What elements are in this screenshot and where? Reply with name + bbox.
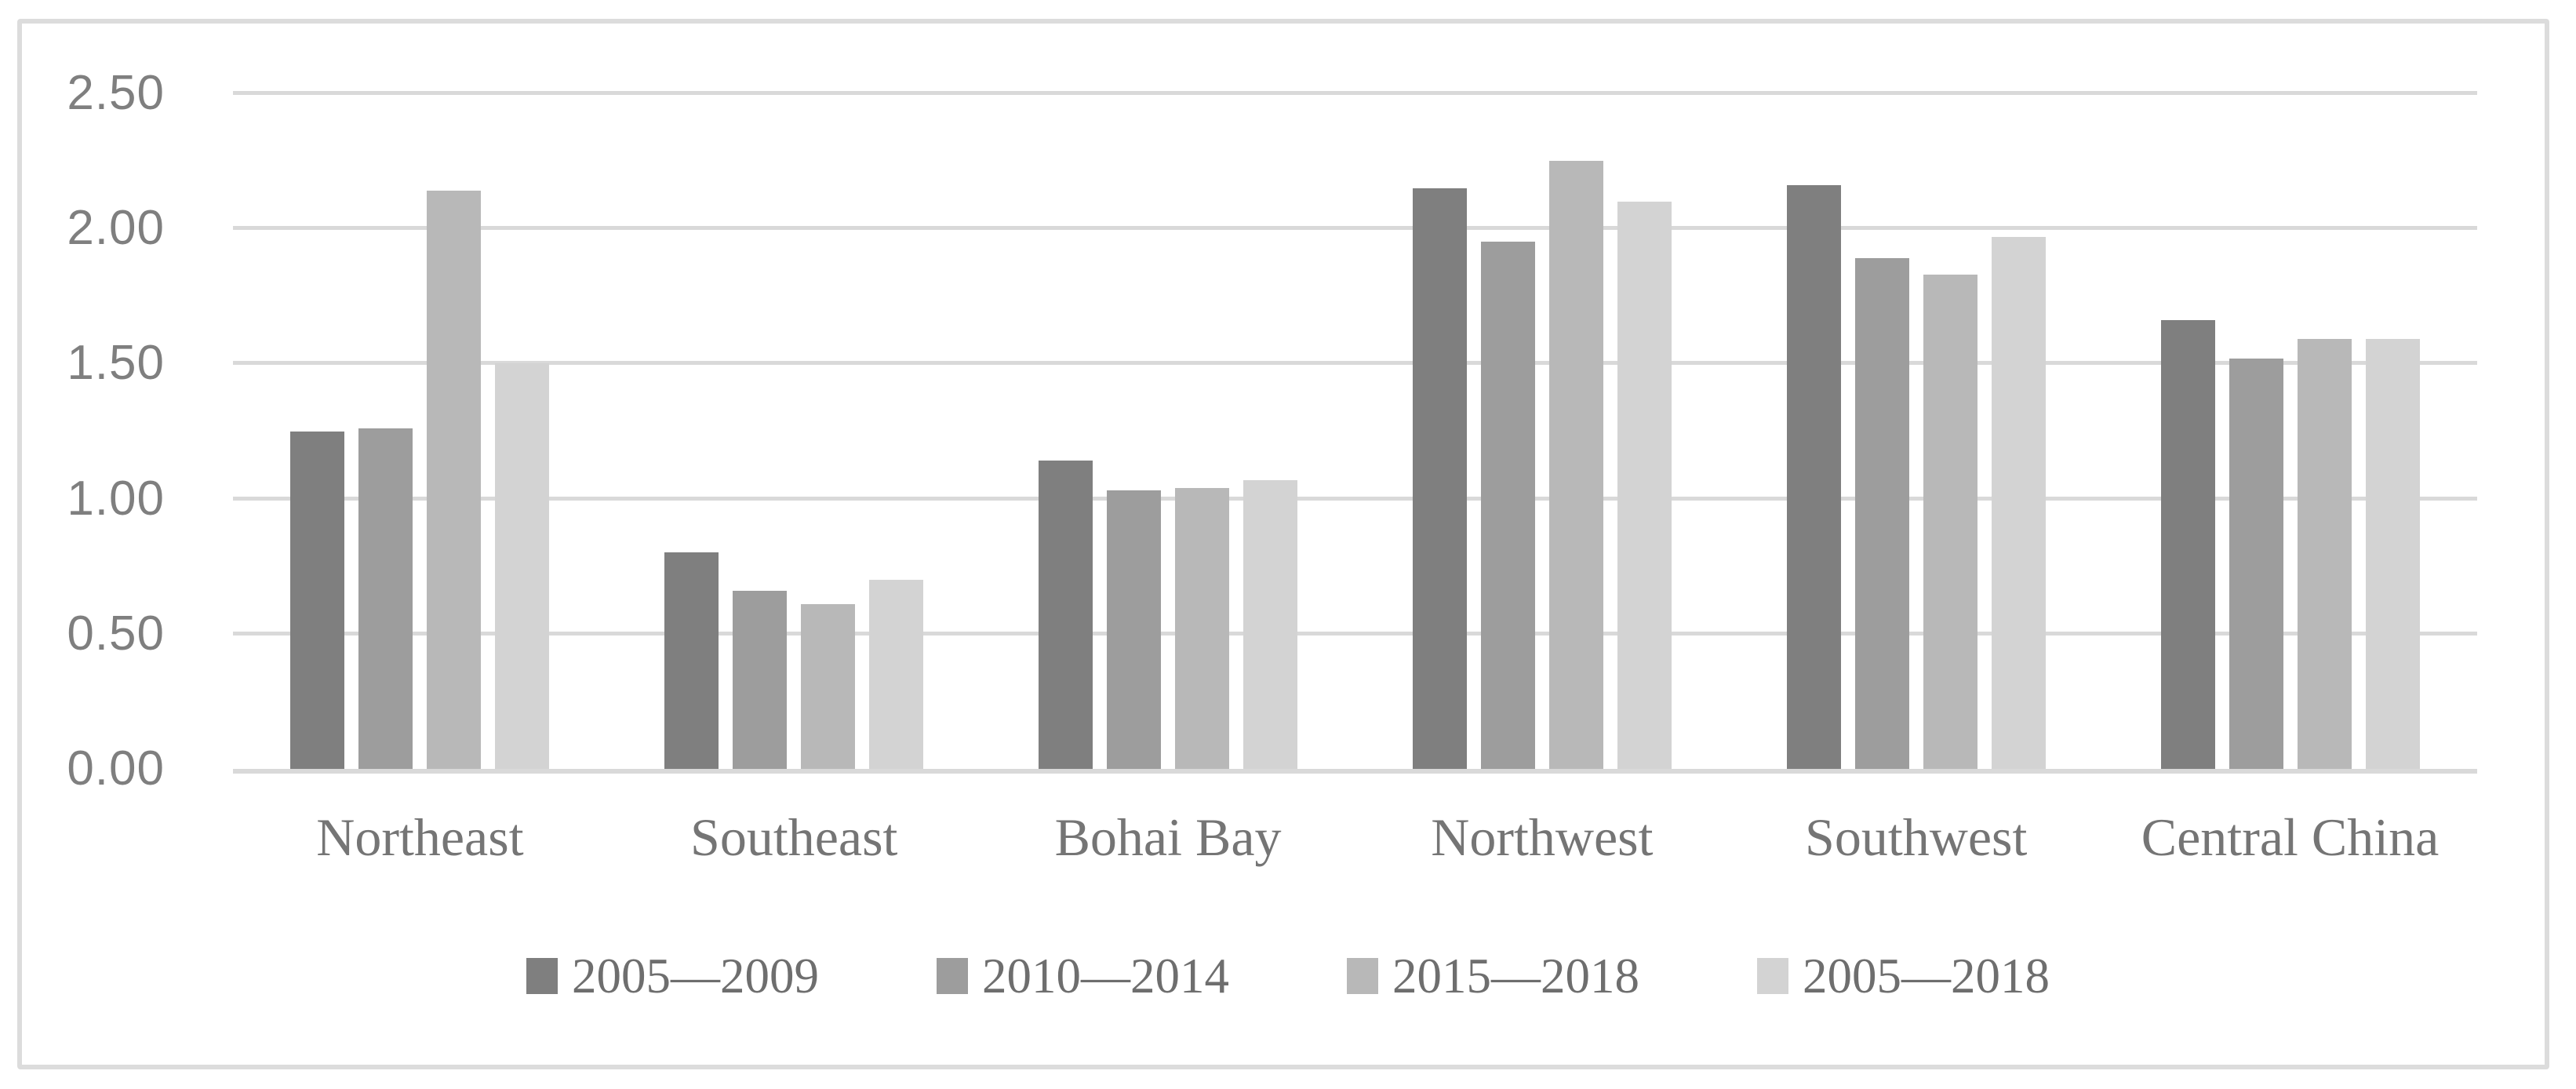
legend-item: 2015—2018: [1347, 948, 1639, 1005]
bar: [801, 603, 856, 769]
legend-swatch: [1347, 958, 1378, 994]
bar-group: [607, 93, 981, 769]
bar: [2365, 339, 2420, 769]
gridline: [233, 361, 2477, 365]
bar: [1107, 490, 1162, 769]
y-tick-label: 1.00: [67, 471, 165, 526]
bar-group: [981, 93, 1355, 769]
y-tick-label: 1.50: [67, 336, 165, 391]
bar: [290, 431, 345, 769]
bar-group: [233, 93, 607, 769]
legend-label: 2010—2014: [982, 948, 1229, 1003]
bar: [2229, 358, 2283, 769]
legend-item: 2010—2014: [937, 948, 1229, 1005]
x-category-label: Bohai Bay: [1054, 807, 1282, 867]
chart-legend: 2005—2009 2010—2014 2015—2018 2005—2018: [0, 940, 2576, 1012]
gridline: [233, 226, 2477, 230]
legend-swatch: [937, 958, 968, 994]
bar: [1480, 242, 1535, 769]
y-tick-label: 0.00: [67, 741, 165, 796]
bar: [1039, 461, 1093, 769]
x-category-label: Northwest: [1431, 807, 1654, 867]
bar: [1991, 236, 2046, 769]
x-axis-category-labels: Northeast Southeast Bohai Bay Northwest Sout…: [233, 807, 2477, 869]
legend-swatch: [1757, 958, 1788, 994]
bar: [664, 552, 719, 769]
bar: [1617, 201, 1672, 769]
legend-item: 2005—2018: [1757, 948, 2050, 1005]
y-tick-label: 2.00: [67, 201, 165, 256]
bar-group: [2103, 93, 2477, 769]
legend-label: 2005—2018: [1803, 948, 2050, 1003]
legend-swatch: [526, 958, 558, 994]
bar: [495, 363, 550, 769]
x-category-label: Central China: [2141, 807, 2440, 867]
bar: [2160, 320, 2215, 769]
legend-label: 2015—2018: [1392, 948, 1639, 1003]
y-tick-label: 2.50: [67, 66, 165, 120]
plot-area: [233, 91, 2477, 774]
bar: [1786, 185, 1841, 769]
bar-group: [1729, 93, 2103, 769]
y-tick-label: 0.50: [67, 606, 165, 661]
x-category-label: Northeast: [316, 807, 524, 867]
bar: [1923, 274, 1977, 769]
bar-group: [1355, 93, 1729, 769]
x-category-label: Southeast: [690, 807, 898, 867]
bar: [733, 590, 788, 769]
bar: [1412, 188, 1467, 769]
bar: [1175, 487, 1230, 769]
bar: [427, 190, 482, 769]
bar: [358, 428, 413, 769]
bar: [1243, 479, 1298, 769]
legend-item: 2005—2009: [526, 948, 819, 1005]
gridline: [233, 632, 2477, 636]
bar: [1854, 258, 1909, 769]
y-axis-tick-labels: 0.00 0.50 1.00 1.50 2.00 2.50: [0, 0, 165, 1089]
bar: [869, 579, 924, 769]
gridline: [233, 497, 2477, 501]
legend-label: 2005—2009: [572, 948, 819, 1003]
x-category-label: Southwest: [1805, 807, 2028, 867]
x-axis-line: [233, 769, 2477, 774]
bars-layer: [233, 93, 2477, 769]
gridline: [233, 91, 2477, 95]
bar: [2297, 339, 2352, 769]
bar: [1548, 161, 1603, 769]
